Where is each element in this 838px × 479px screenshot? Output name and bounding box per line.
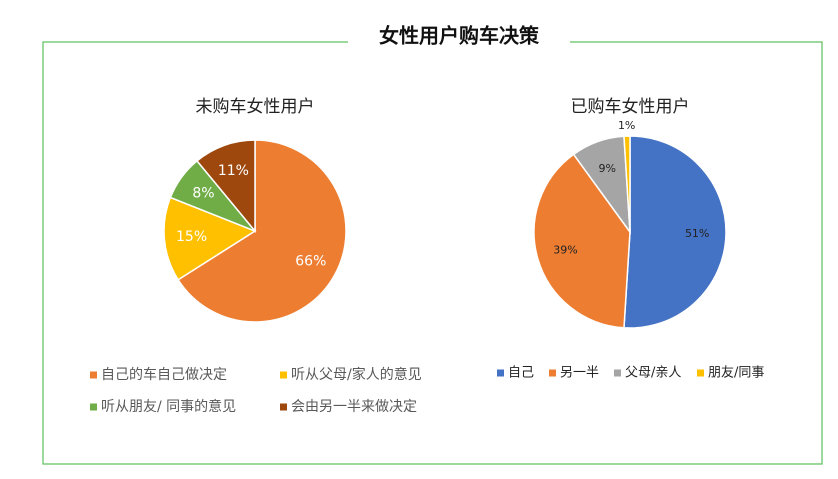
legend-label: 自己	[508, 366, 534, 381]
legend-swatch	[90, 403, 97, 411]
legend-swatch	[697, 369, 704, 377]
legend-swatch	[280, 403, 287, 411]
data-label: 9%	[599, 162, 616, 175]
pie-title: 已购车女性用户	[571, 97, 690, 117]
legend-label: 另一半	[560, 366, 599, 381]
data-label: 11%	[218, 163, 249, 179]
title-backdrop	[348, 22, 570, 52]
page-title: 女性用户购车决策	[379, 24, 540, 48]
data-label: 51%	[685, 227, 709, 240]
legend-swatch	[549, 369, 556, 377]
legend-swatch	[497, 369, 504, 377]
legend-label: 会由另一半来做决定	[291, 399, 417, 415]
data-label: 1%	[618, 119, 635, 132]
data-label: 39%	[553, 244, 577, 257]
data-label: 8%	[192, 186, 214, 202]
data-label: 15%	[176, 229, 207, 245]
legend-swatch	[280, 371, 287, 379]
legend-swatch	[614, 369, 621, 377]
legend-label: 朋友/同事	[708, 365, 764, 381]
pie-slice	[533, 153, 631, 329]
pie-slice	[163, 196, 257, 281]
legend-label: 自己的车自己做决定	[101, 366, 227, 383]
pie-slice	[623, 135, 631, 233]
legend-label: 父母/亲人	[625, 366, 681, 381]
pie-slice	[195, 139, 256, 234]
pie-slice	[623, 135, 727, 329]
data-label: 66%	[295, 254, 326, 270]
legend-label: 听从父母/家人的意见	[291, 366, 422, 383]
legend-label: 听从朋友/ 同事的意见	[101, 398, 236, 415]
legend-swatch	[90, 371, 97, 379]
pie-title: 未购车女性用户	[196, 97, 315, 117]
pie-slice	[177, 139, 347, 323]
